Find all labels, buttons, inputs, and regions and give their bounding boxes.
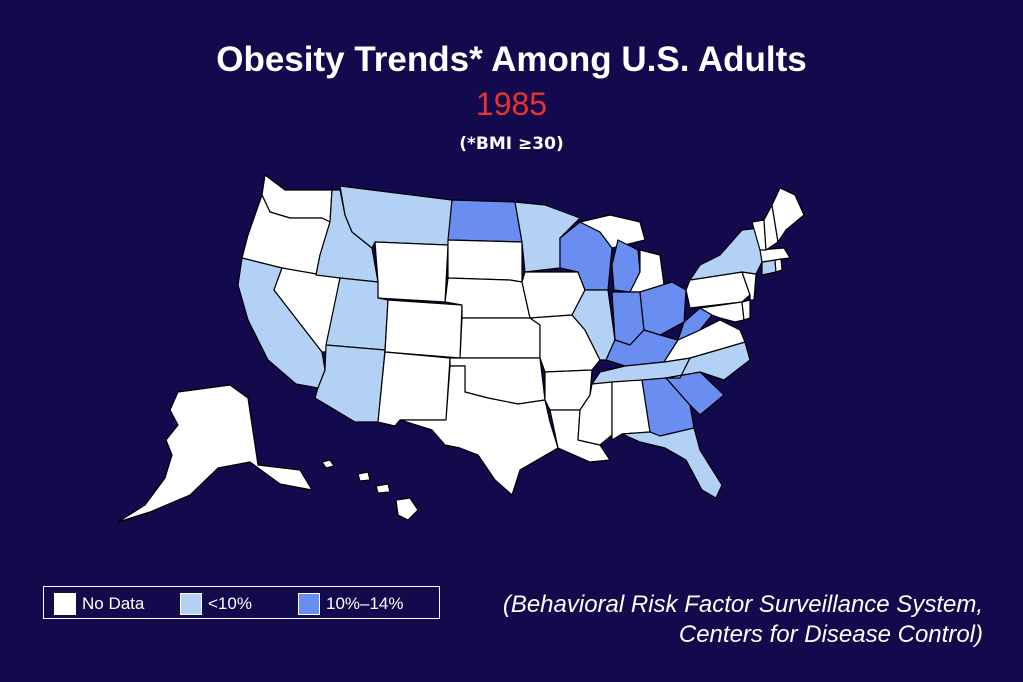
source-line-2: Centers for Disease Control) <box>678 621 983 648</box>
state-CO <box>384 299 463 359</box>
legend: No Data <10% 10%–14% <box>43 586 440 619</box>
legend-label: 10%–14% <box>326 594 404 613</box>
source-line-1: (Behavioral Risk Factor Surveillance Sys… <box>502 591 983 618</box>
state-ND <box>447 199 523 243</box>
state-ME <box>771 187 805 243</box>
state-MA <box>759 247 791 263</box>
state-OH <box>639 281 687 336</box>
map-title: Obesity Trends* Among U.S. Adults <box>216 40 807 79</box>
state-AZ <box>314 344 386 423</box>
state-HI-3 <box>375 483 391 494</box>
state-FL <box>621 427 723 499</box>
state-RI <box>774 258 783 273</box>
legend-swatch-lt10 <box>180 593 202 615</box>
map-subtitle: (*BMI ≥30) <box>459 134 564 154</box>
state-SD <box>447 239 523 283</box>
map-year: 1985 <box>475 86 548 122</box>
source-citation: (Behavioral Risk Factor Surveillance Sys… <box>423 590 983 650</box>
state-HI-2 <box>357 471 371 482</box>
state-KS <box>459 317 541 359</box>
legend-item-lt10: <10% <box>180 592 252 616</box>
state-HI-4 <box>395 497 419 521</box>
legend-item-10-14: 10%–14% <box>298 592 404 616</box>
state-TX <box>399 365 559 496</box>
state-DE <box>741 299 751 321</box>
legend-swatch-no-data <box>54 593 76 615</box>
state-NY <box>689 227 763 281</box>
legend-swatch-10-14 <box>298 593 320 615</box>
state-NM <box>377 351 451 427</box>
state-AK <box>117 384 313 523</box>
state-IL <box>571 289 616 361</box>
legend-item-no-data: No Data <box>54 592 144 616</box>
state-WY <box>374 241 449 303</box>
legend-label: <10% <box>208 594 252 613</box>
state-HI-1 <box>321 459 335 469</box>
legend-label: No Data <box>82 594 145 613</box>
state-MI-UP <box>579 214 646 249</box>
